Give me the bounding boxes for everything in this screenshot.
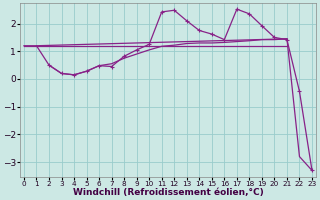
X-axis label: Windchill (Refroidissement éolien,°C): Windchill (Refroidissement éolien,°C) (73, 188, 263, 197)
